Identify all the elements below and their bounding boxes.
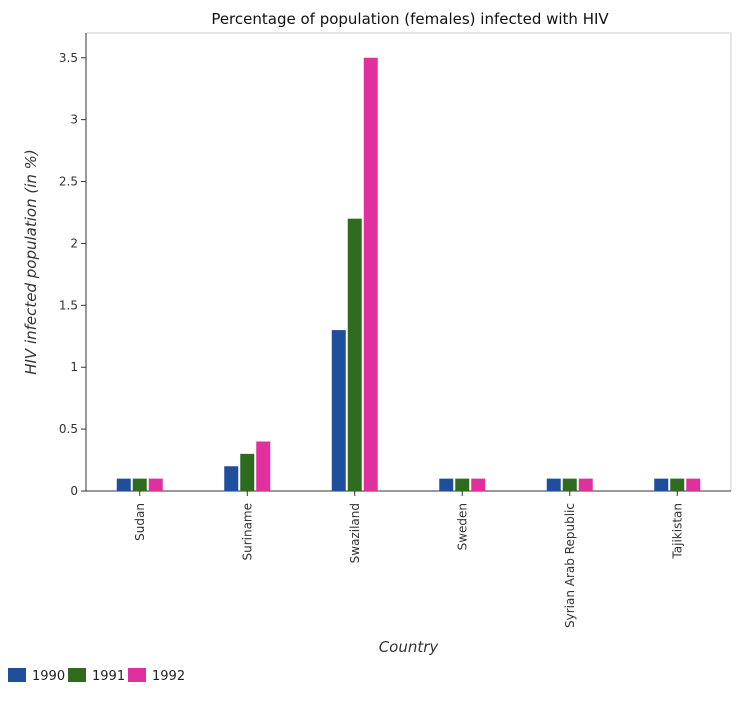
y-tick-label: 1.5: [59, 298, 78, 312]
bar-1991-tajikistan: [670, 478, 685, 491]
legend-label: 1990: [32, 669, 65, 684]
y-tick-label: 3.5: [59, 51, 78, 65]
bar-1991-swaziland: [347, 218, 362, 492]
bar-1990-tajikistan: [654, 478, 669, 491]
plot-area: [85, 32, 732, 492]
legend-swatch: [128, 668, 146, 682]
bar-1990-sweden: [439, 478, 454, 491]
bar-1990-suriname: [224, 466, 239, 491]
bar-1992-swaziland: [363, 57, 378, 492]
bar-1990-swaziland: [331, 330, 346, 491]
x-tick-label: Sudan: [133, 503, 147, 541]
y-tick-label: 0: [70, 484, 78, 498]
legend-label: 1991: [92, 669, 125, 684]
bar-1991-suriname: [240, 453, 255, 491]
x-tick-label: Tajikistan: [670, 503, 684, 560]
x-axis: Sudan Suriname Swaziland Sweden Syrian Arab …: [86, 490, 731, 628]
bar-1991-sweden: [455, 478, 470, 491]
bar-1992-syrian-arab-republic: [578, 478, 593, 491]
y-tick-label: 1: [70, 360, 78, 374]
legend-label: 1992: [152, 669, 185, 684]
x-axis-title: Country: [379, 638, 440, 656]
bar-1991-sudan: [132, 478, 147, 491]
chart-title: Percentage of population (females) infec…: [211, 10, 609, 28]
legend: 1990 1991 1992: [8, 668, 185, 684]
bar-1992-suriname: [256, 441, 271, 491]
y-tick-label: 2: [70, 236, 78, 250]
y-tick-label: 3: [70, 113, 78, 127]
legend-swatch: [68, 668, 86, 682]
bar-1990-sudan: [116, 478, 131, 491]
y-tick-label: 2.5: [59, 175, 78, 189]
y-tick-label: 0.5: [59, 422, 78, 436]
bars-group: [116, 57, 701, 492]
bar-1992-sweden: [471, 478, 486, 491]
bar-1992-tajikistan: [686, 478, 701, 491]
bar-1992-sudan: [148, 478, 163, 491]
x-tick-label: Syrian Arab Republic: [563, 503, 577, 628]
y-axis-title: HIV infected population (in %): [22, 149, 40, 375]
x-tick-label: Swaziland: [348, 503, 362, 563]
y-axis: 0 0.5 1 1.5 2 2.5 3 3.5: [59, 33, 87, 498]
x-tick-label: Sweden: [455, 503, 469, 550]
x-tick-label: Suriname: [240, 503, 254, 561]
bar-1990-syrian-arab-republic: [546, 478, 561, 491]
bar-1991-syrian-arab-republic: [562, 478, 577, 491]
legend-swatch: [8, 668, 26, 682]
